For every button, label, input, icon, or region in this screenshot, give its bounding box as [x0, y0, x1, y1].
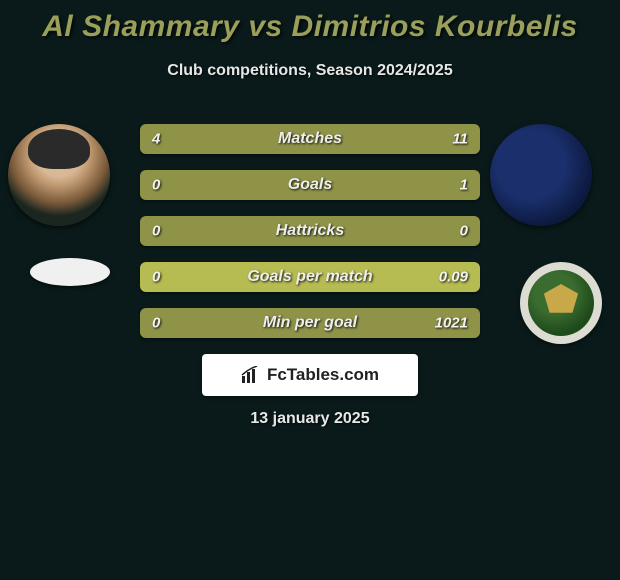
stat-label: Min per goal: [263, 314, 357, 332]
stat-row: 0 Goals 1: [140, 170, 480, 200]
stat-right-value: 1: [460, 177, 468, 194]
stat-label: Goals: [288, 176, 332, 194]
stat-right-value: 0: [460, 223, 468, 240]
stat-left-value: 0: [152, 315, 160, 332]
comparison-infographic: Al Shammary vs Dimitrios Kourbelis Club …: [0, 0, 620, 580]
date-label: 13 january 2025: [0, 410, 620, 428]
stat-label: Hattricks: [276, 222, 344, 240]
stat-right-value: 1021: [435, 315, 468, 332]
stat-label: Goals per match: [247, 268, 372, 286]
stat-row: 0 Hattricks 0: [140, 216, 480, 246]
chart-icon: [241, 366, 261, 384]
stat-right-value: 0.09: [439, 269, 468, 286]
brand-text: FcTables.com: [267, 365, 379, 385]
stat-rows: 4 Matches 11 0 Goals 1 0 Hattricks 0 0 Goals per m…: [140, 124, 480, 354]
club-right-badge: [520, 262, 602, 344]
page-subtitle: Club competitions, Season 2024/2025: [0, 62, 620, 80]
stat-row: 0 Goals per match 0.09: [140, 262, 480, 292]
stat-left-value: 0: [152, 177, 160, 194]
stat-label: Matches: [278, 130, 342, 148]
page-title: Al Shammary vs Dimitrios Kourbelis: [0, 0, 620, 44]
club-left-badge: [30, 258, 110, 286]
player-right-avatar: [490, 124, 592, 226]
player-left-avatar: [8, 124, 110, 226]
brand-footer: FcTables.com: [202, 354, 418, 396]
stat-row: 0 Min per goal 1021: [140, 308, 480, 338]
stat-left-value: 4: [152, 131, 160, 148]
stat-left-value: 0: [152, 223, 160, 240]
stat-right-value: 11: [452, 131, 468, 148]
stat-row: 4 Matches 11: [140, 124, 480, 154]
stat-left-value: 0: [152, 269, 160, 286]
